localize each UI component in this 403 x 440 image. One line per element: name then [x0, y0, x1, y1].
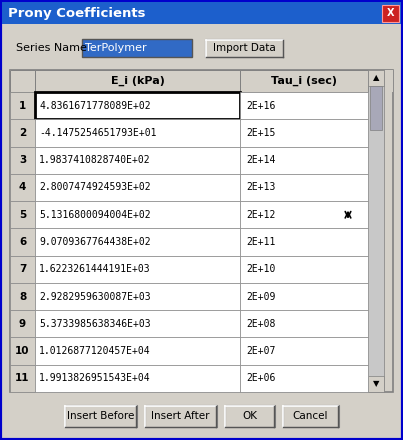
Bar [240, 147, 368, 174]
Text: 2E+10: 2E+10 [246, 264, 275, 274]
Text: 5.3733985638346E+03: 5.3733985638346E+03 [39, 319, 151, 329]
Text: 9.0709367764438E+02: 9.0709367764438E+02 [39, 237, 151, 247]
Text: Cancel: Cancel [293, 411, 328, 421]
Bar [10, 256, 35, 283]
Bar [64, 405, 137, 427]
Text: 11: 11 [15, 374, 30, 383]
Text: 5: 5 [19, 210, 26, 220]
Bar [382, 4, 399, 22]
Text: TerPolymer: TerPolymer [85, 43, 147, 53]
Text: 8: 8 [19, 292, 26, 301]
Text: 7: 7 [19, 264, 26, 274]
Bar [10, 174, 35, 201]
Bar [370, 86, 382, 129]
Text: Import Data: Import Data [213, 43, 275, 53]
Text: 5.1316800094004E+02: 5.1316800094004E+02 [39, 210, 151, 220]
Bar [145, 405, 216, 427]
Bar [10, 119, 35, 147]
Text: ▲: ▲ [373, 73, 379, 83]
Text: 2.9282959630087E+03: 2.9282959630087E+03 [39, 292, 151, 301]
Text: 1.9913826951543E+04: 1.9913826951543E+04 [39, 374, 151, 383]
Bar [35, 365, 240, 392]
Bar [10, 70, 393, 392]
Bar [10, 147, 35, 174]
Text: 2E+09: 2E+09 [246, 292, 275, 301]
Text: 2E+15: 2E+15 [246, 128, 275, 138]
Bar [35, 92, 240, 119]
Bar [10, 337, 35, 365]
Bar [283, 405, 339, 427]
Text: 2E+06: 2E+06 [246, 374, 275, 383]
Bar [10, 310, 35, 337]
Text: X: X [387, 8, 394, 18]
Text: ▼: ▼ [373, 379, 379, 389]
Bar [368, 70, 384, 86]
Bar [35, 70, 240, 92]
Bar [10, 92, 35, 119]
Text: 10: 10 [15, 346, 30, 356]
Bar [10, 283, 35, 310]
Bar [240, 174, 368, 201]
Text: 4: 4 [19, 183, 26, 192]
Bar [240, 283, 368, 310]
Text: 2.8007474924593E+02: 2.8007474924593E+02 [39, 183, 151, 192]
Text: Series Name: Series Name [16, 43, 87, 53]
Text: Insert After: Insert After [151, 411, 210, 421]
Bar [35, 119, 240, 147]
Text: 1: 1 [19, 101, 26, 110]
Bar [2, 2, 401, 24]
Text: E_i (kPa): E_i (kPa) [110, 76, 164, 86]
Bar [35, 337, 240, 365]
Text: 4.8361671778089E+02: 4.8361671778089E+02 [39, 101, 151, 110]
Bar [240, 310, 368, 337]
Text: 2: 2 [19, 128, 26, 138]
Text: Tau_i (sec): Tau_i (sec) [271, 76, 337, 86]
Text: OK: OK [242, 411, 257, 421]
Text: 3: 3 [19, 155, 26, 165]
Bar [35, 256, 240, 283]
Bar [35, 201, 240, 228]
Text: 1.0126877120457E+04: 1.0126877120457E+04 [39, 346, 151, 356]
Text: 2E+12: 2E+12 [246, 210, 275, 220]
Bar [10, 201, 35, 228]
Bar [240, 119, 368, 147]
Bar [82, 39, 192, 57]
Text: 2E+11: 2E+11 [246, 237, 275, 247]
Text: 2E+14: 2E+14 [246, 155, 275, 165]
Bar [10, 365, 35, 392]
Bar [35, 228, 240, 256]
Bar [240, 228, 368, 256]
Bar [368, 376, 384, 392]
Bar [224, 405, 274, 427]
Bar [240, 365, 368, 392]
Bar [35, 147, 240, 174]
Bar [368, 70, 384, 392]
Bar [35, 92, 240, 119]
Text: 6: 6 [19, 237, 26, 247]
Bar [240, 92, 368, 119]
Bar [205, 39, 283, 57]
Bar [35, 283, 240, 310]
Text: 1.6223261444191E+03: 1.6223261444191E+03 [39, 264, 151, 274]
Text: 2E+13: 2E+13 [246, 183, 275, 192]
Text: 2E+08: 2E+08 [246, 319, 275, 329]
Text: Insert Before: Insert Before [67, 411, 134, 421]
Bar [240, 256, 368, 283]
Text: 2E+07: 2E+07 [246, 346, 275, 356]
Bar [240, 337, 368, 365]
Text: Prony Coefficients: Prony Coefficients [8, 7, 145, 19]
Bar [35, 310, 240, 337]
Bar [240, 201, 368, 228]
Bar [10, 70, 393, 92]
Bar [35, 174, 240, 201]
Text: 2E+16: 2E+16 [246, 101, 275, 110]
Bar [10, 70, 35, 92]
Text: 1.9837410828740E+02: 1.9837410828740E+02 [39, 155, 151, 165]
Text: 9: 9 [19, 319, 26, 329]
Bar [10, 228, 35, 256]
Text: -4.1475254651793E+01: -4.1475254651793E+01 [39, 128, 156, 138]
Bar [240, 70, 368, 92]
